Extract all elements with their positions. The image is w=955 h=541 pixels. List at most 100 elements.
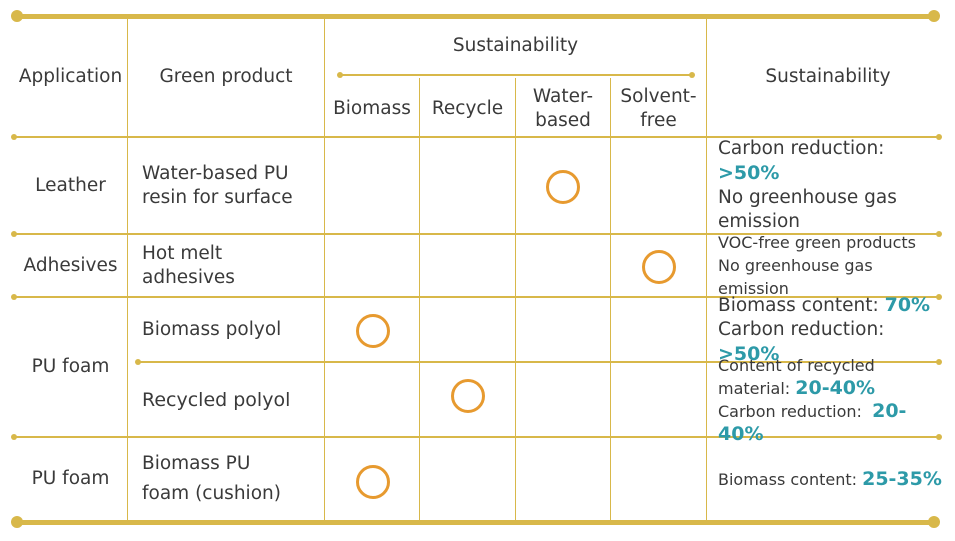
header-rule-left-dot <box>11 134 17 140</box>
note-line: Biomass content: 25-35% <box>718 468 942 491</box>
row-2-product: Hot melt adhesives <box>142 235 324 296</box>
row-rule-1-right-dot <box>936 231 942 237</box>
group-rule-left-dot <box>337 72 343 78</box>
row-rule-3 <box>138 361 939 363</box>
row-1-application: Leather <box>14 138 127 233</box>
note-line: Carbon reduction: >50% <box>718 318 948 367</box>
row-5-application-label: PU foam <box>31 468 110 489</box>
note-line: emission <box>718 210 946 234</box>
note-text: Content of recycled <box>718 355 875 375</box>
note-highlight: >50% <box>718 162 780 184</box>
top-rule <box>16 14 936 19</box>
row-2-notes-list: VOC-free green products No greenhouse ga… <box>718 231 948 300</box>
header-application-label: Application <box>18 66 123 87</box>
note-highlight: 20-40% <box>718 399 907 445</box>
row-5-product: Biomass PU foam (cushion) <box>142 438 324 520</box>
header-green-product-label: Green product <box>159 66 293 87</box>
row-5-notes: Biomass content: 25-35% <box>718 438 948 520</box>
row-4-recycle-mark <box>451 379 485 413</box>
row-5-application: PU foam <box>14 438 127 520</box>
row-rule-4 <box>14 436 939 438</box>
row-1-notes-list: Carbon reduction: >50% No greenhouse gas… <box>718 137 946 234</box>
header-sub-biomass-label: Biomass <box>333 98 411 119</box>
row-2-notes: VOC-free green products No greenhouse ga… <box>718 233 948 298</box>
row-rule-2 <box>14 296 939 298</box>
row-3-notes-list: Biomass content: 70% Carbon reduction: >… <box>718 293 948 367</box>
row-rule-4-left-dot <box>11 434 17 440</box>
row-rule-4-right-dot <box>936 434 942 440</box>
col-divider-application <box>127 18 128 520</box>
row-3-application: PU foam <box>14 298 127 436</box>
sustainability-group-rule <box>340 74 692 76</box>
col-divider-solvent <box>706 18 707 520</box>
note-text: material: <box>718 378 796 398</box>
header-sub-water-based-label: Water- based <box>532 86 594 131</box>
note-text: No greenhouse gas emission <box>718 256 873 298</box>
col-divider-recycle <box>515 78 516 520</box>
note-text: No greenhouse gas <box>718 187 897 208</box>
row-1-product-label: Water-based PU resin for surface <box>142 162 293 208</box>
header-sub-biomass: Biomass <box>325 84 419 134</box>
row-rule-2-left-dot <box>11 294 17 300</box>
header-sustainability-group: Sustainability <box>325 28 706 64</box>
note-highlight: 25-35% <box>862 467 942 490</box>
note-text: Biomass content: <box>718 469 863 489</box>
note-highlight: 20-40% <box>795 376 876 399</box>
row-4-product-label: Recycled polyol <box>142 388 291 411</box>
header-sustainability-group-label: Sustainability <box>452 35 579 56</box>
row-rule-3-left-dot <box>135 359 141 365</box>
row-3-product-label: Biomass polyol <box>142 318 282 340</box>
note-text: Carbon reduction: <box>718 138 885 159</box>
top-rule-right-dot <box>928 10 940 22</box>
group-rule-right-dot <box>689 72 695 78</box>
top-rule-left-dot <box>11 10 23 22</box>
row-3-biomass-mark <box>356 314 390 348</box>
row-rule-3-right-dot <box>936 359 942 365</box>
header-rule <box>14 136 939 138</box>
row-1-product: Water-based PU resin for surface <box>142 138 324 233</box>
col-divider-biomass <box>419 78 420 520</box>
bottom-rule-right-dot <box>928 516 940 528</box>
row-rule-2-right-dot <box>936 294 942 300</box>
note-line: No greenhouse gas <box>718 186 946 210</box>
bottom-rule <box>16 520 936 525</box>
header-green-product: Green product <box>128 18 324 136</box>
note-highlight: 70% <box>884 293 931 316</box>
row-1-notes: Carbon reduction: >50% No greenhouse gas… <box>718 138 946 233</box>
row-2-solvent-free-mark <box>642 250 676 284</box>
note-highlight: >50% <box>718 342 780 365</box>
col-divider-product <box>324 18 325 520</box>
bottom-rule-left-dot <box>11 516 23 528</box>
note-line: material: 20-40% <box>718 377 948 400</box>
row-1-water-based-mark <box>546 170 580 204</box>
row-4-notes: Content of recycled material: 20-40% Car… <box>718 356 948 445</box>
note-line: Carbon reduction: 20-40% <box>718 400 948 446</box>
row-3-application-label: PU foam <box>31 356 110 377</box>
header-sub-solvent-free: Solvent- free <box>611 84 706 134</box>
row-3-notes: Biomass content: 70% Carbon reduction: >… <box>718 294 948 365</box>
row-2-application: Adhesives <box>14 235 127 296</box>
row-5-biomass-mark <box>356 465 390 499</box>
note-text: Carbon reduction: <box>718 401 873 421</box>
note-text: Carbon reduction: <box>718 318 885 340</box>
header-sustainability: Sustainability <box>707 18 949 136</box>
row-5-product-label: Biomass PU foam (cushion) <box>142 453 281 504</box>
row-4-product: Recycled polyol <box>142 363 324 436</box>
header-sub-water-based: Water- based <box>516 84 610 134</box>
row-rule-1-left-dot <box>11 231 17 237</box>
row-4-notes-list: Content of recycled material: 20-40% Car… <box>718 354 948 446</box>
row-rule-1 <box>14 233 939 235</box>
header-application: Application <box>14 18 127 136</box>
header-rule-right-dot <box>936 134 942 140</box>
note-text: Biomass content: <box>718 294 885 316</box>
row-3-product: Biomass polyol <box>142 298 324 361</box>
row-1-application-label: Leather <box>35 174 106 196</box>
row-2-application-label: Adhesives <box>23 254 118 276</box>
header-sub-recycle: Recycle <box>420 84 515 134</box>
note-line: Biomass content: 70% <box>718 293 948 318</box>
col-divider-water <box>610 78 611 520</box>
note-text: VOC-free green products <box>718 233 917 252</box>
note-line: Carbon reduction: >50% <box>718 137 946 186</box>
row-2-product-label: Hot melt adhesives <box>142 242 235 288</box>
header-sub-solvent-free-label: Solvent- free <box>620 86 697 131</box>
